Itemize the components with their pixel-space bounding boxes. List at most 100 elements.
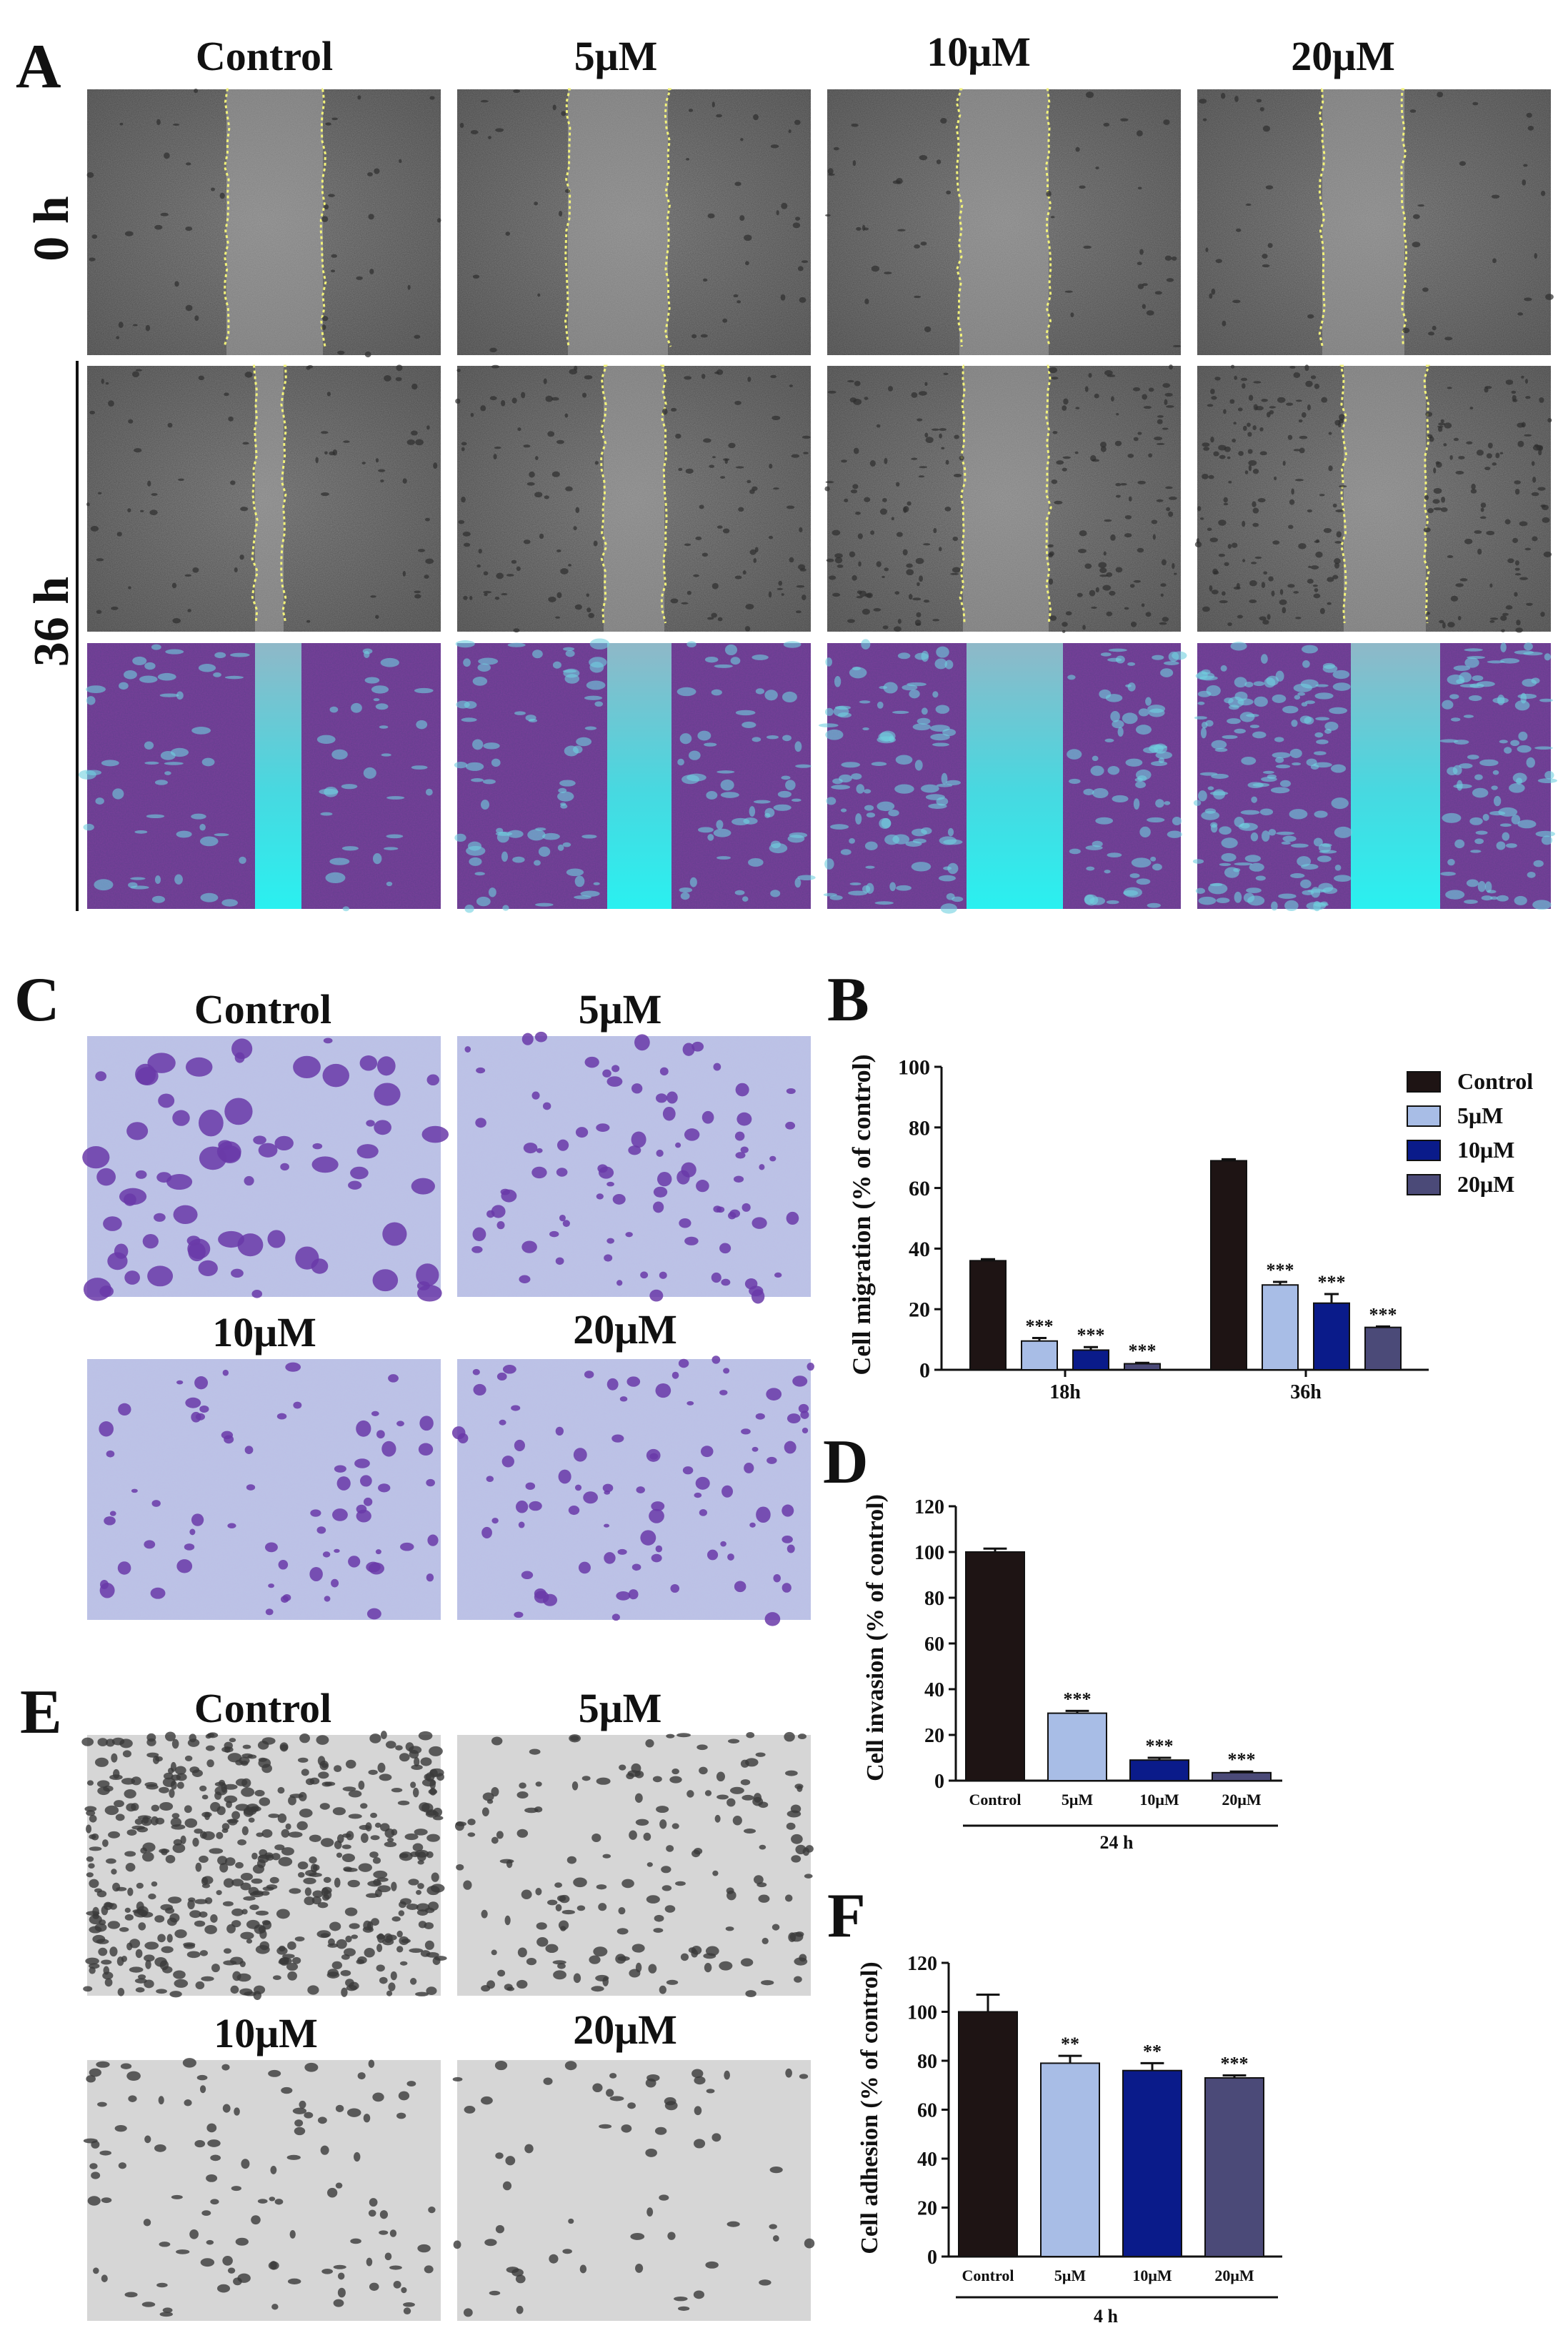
adhesion-5um-cell (791, 1834, 803, 1844)
micrograph-36h-stained-5um-cell-gap (791, 798, 802, 802)
micrograph-36h-5um-cell (670, 598, 679, 604)
micrograph-36h-5um-cell (786, 505, 795, 509)
micrograph-36h-stained-20um-cell-gap (1290, 843, 1309, 848)
adhesion-10um-cell (143, 2219, 151, 2227)
micrograph-36h-stained-5um-cell-gap (564, 674, 580, 684)
adhesion-control-cell (226, 1819, 239, 1824)
micrograph-36h-20um-cell (1307, 579, 1314, 584)
micrograph-36h-stained-5um-cell-gap (743, 817, 758, 825)
micrograph-36h-5um-cell (747, 377, 751, 382)
micrograph-36h-10um-cell (896, 482, 900, 487)
micrograph-36h-20um-cell (1223, 409, 1227, 414)
micrograph-36h-stained-10um-cell-gap (851, 773, 862, 780)
micrograph-36h-20um-cell (1489, 620, 1495, 623)
transwell-20um-cell (699, 1509, 707, 1516)
adhesion-control-cell (336, 1834, 344, 1844)
transwell-5um-cell (733, 1175, 744, 1183)
adhesion-control-cell (88, 1863, 95, 1869)
micrograph-0h-10um-cell (884, 272, 892, 274)
micrograph-36h-5um-cell (789, 384, 794, 387)
micrograph-36h-5um-cell (463, 595, 468, 600)
adhesion-control-cell (231, 1879, 244, 1886)
micrograph-0h-20um-wound-line (1400, 88, 1408, 347)
micrograph-0h-control-cell (436, 218, 441, 223)
adhesion-10um-cell (398, 2091, 410, 2101)
adhesion-5um-cell (536, 1922, 547, 1930)
micrograph-36h-20um-cell (1519, 577, 1528, 580)
micrograph-36h-20um-cell (1514, 567, 1520, 571)
transwell-5um-cell (531, 1091, 540, 1100)
micrograph-36h-control-cell (134, 448, 142, 453)
adhesion-5um-cell (554, 1882, 563, 1888)
micrograph-36h-20um-cell (1203, 447, 1210, 451)
adhesion-5um-cell (784, 1731, 795, 1742)
micrograph-0h-20um-cell (1262, 254, 1268, 259)
micrograph-36h-20um-cell (1453, 437, 1459, 442)
transwell-10um-cell (334, 1465, 346, 1473)
micrograph-36h-stained-20um-cell-gap (1313, 837, 1323, 847)
transwell-20um-cell (511, 1405, 521, 1411)
micrograph-36h-20um-cell (1202, 473, 1209, 479)
transwell-10um-cell (144, 1540, 156, 1549)
micrograph-36h-stained-5um-cell-gap (557, 844, 564, 851)
transwell-5um-cell (666, 1091, 678, 1104)
adhesion-control-cell (356, 1959, 364, 1964)
micrograph-36h-5um-cell (586, 607, 591, 612)
micrograph-36h-stained-20um-cell-gap (1534, 746, 1553, 750)
micrograph-36h-5um-cell (548, 596, 556, 602)
transwell-5um-cell (653, 1201, 664, 1213)
micrograph-36h-10um-cell (952, 536, 959, 542)
transwell-20um-cell (798, 1403, 809, 1413)
adhesion-control-cell (424, 1922, 434, 1930)
micrograph-36h-10um-cell (1132, 387, 1141, 392)
transwell-5um-cell (606, 1238, 615, 1244)
micrograph-0h-5um-cell (561, 111, 566, 116)
micrograph-36h-stained-20um-cell-gap (1192, 859, 1204, 864)
micrograph-36h-20um-cell (1223, 497, 1228, 503)
adhesion-control-cell (395, 1745, 403, 1751)
micrograph-36h-stained-10um-cell-gap (855, 813, 862, 825)
adhesion-control-cell (222, 1901, 234, 1906)
adhesion-20um-cell (635, 2263, 644, 2273)
micrograph-36h-stained-20um-cell-gap (1249, 725, 1260, 729)
adhesion-control-cell (86, 1780, 94, 1786)
micrograph-36h-20um-cell (1531, 461, 1535, 467)
micrograph-36h-stained-10um-cell-gap (1147, 705, 1166, 713)
transwell-5um-cell (713, 1063, 721, 1071)
transwell-5um-cell (611, 1065, 620, 1073)
micrograph-0h-control-cell (91, 234, 98, 239)
transwell-control-cell (99, 1285, 114, 1298)
micrograph-36h-5um (455, 364, 811, 633)
micrograph-36h-stained-20um-cell-gap (1319, 850, 1337, 854)
micrograph-36h-stained-20um-cell-gap (1205, 720, 1214, 727)
micrograph-36h-stained-10um-cell-gap (1092, 787, 1109, 799)
micrograph-36h-stained-20um-cell-gap (1472, 675, 1484, 682)
micrograph-36h-20um-cell (1538, 449, 1542, 456)
transwell-5um-cell (659, 1067, 669, 1076)
adhesion-control-cell (334, 1765, 342, 1773)
transwell-20um-cell (651, 1553, 662, 1563)
adhesion-control-cell (115, 1814, 125, 1821)
adhesion-10um-cell (321, 2269, 333, 2274)
micrograph-36h-stained-20um-cell-gap (1244, 855, 1262, 862)
micrograph-0h-20um-cell (1417, 204, 1424, 207)
transwell-20um-cell (631, 1563, 641, 1571)
adhesion-5um-cell (573, 1973, 581, 1984)
transwell-control-cell (173, 1205, 198, 1225)
micrograph-36h-5um-cell (745, 604, 754, 610)
transwell-5um-cell (786, 1088, 796, 1094)
micrograph-36h-stained-20um-cell-gap (1514, 895, 1527, 905)
micrograph-36h-10um-cell (1062, 456, 1072, 459)
adhesion-5um-cell (725, 1926, 734, 1931)
adhesion-20um-cell (773, 2235, 779, 2242)
micrograph-36h-5um-cell (684, 543, 691, 547)
micrograph-36h-20um-cell (1542, 517, 1550, 523)
micrograph-36h-10um-cell (1156, 499, 1164, 502)
micrograph-36h-10um-cell (1166, 405, 1174, 408)
micrograph-0h-20um-cell (1222, 320, 1227, 327)
micrograph-36h-stained-20um-cell-gap (1510, 740, 1519, 747)
micrograph-36h-stained-20um-cell-gap (1334, 865, 1342, 871)
adhesion-control-cell (174, 1929, 187, 1939)
micrograph-0h-control-cell (185, 304, 193, 312)
micrograph-36h-10um-cell (953, 474, 962, 478)
